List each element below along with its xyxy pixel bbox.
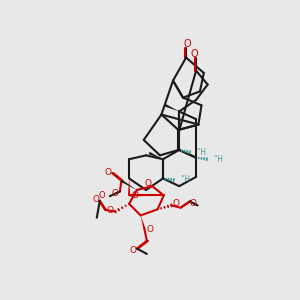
Text: O: O <box>145 178 152 188</box>
Polygon shape <box>121 180 137 190</box>
Text: O: O <box>146 225 153 234</box>
Text: O: O <box>112 189 119 198</box>
Text: O: O <box>190 199 196 208</box>
Text: O: O <box>106 206 113 214</box>
Polygon shape <box>141 215 146 230</box>
Text: O: O <box>99 191 106 200</box>
Polygon shape <box>165 104 179 112</box>
Text: O: O <box>183 40 191 50</box>
Text: O: O <box>172 200 180 208</box>
Polygon shape <box>129 194 164 196</box>
Text: O: O <box>191 49 198 59</box>
Text: O: O <box>92 195 100 204</box>
Polygon shape <box>148 152 163 159</box>
Text: ''H: ''H <box>196 148 206 157</box>
Text: O: O <box>105 168 112 177</box>
Text: ''H: ''H <box>180 176 190 184</box>
Polygon shape <box>128 178 130 195</box>
Text: O: O <box>131 191 138 200</box>
Text: O: O <box>130 246 136 255</box>
Text: ''H: ''H <box>213 155 223 164</box>
